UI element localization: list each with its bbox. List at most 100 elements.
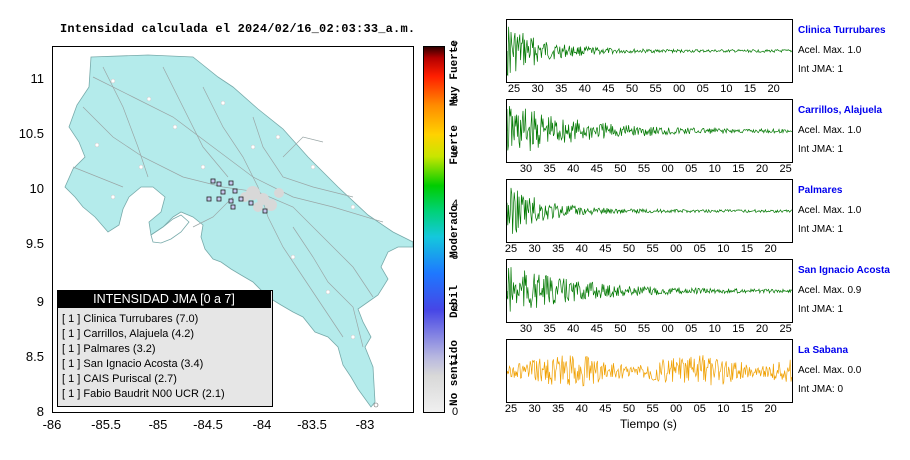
time-tick-label: 20	[767, 83, 780, 95]
time-tick-label: 30	[528, 403, 541, 415]
time-tick-label: 40	[575, 243, 588, 255]
time-axis-label: Tiempo (s)	[620, 417, 677, 431]
time-tick-label: 55	[649, 83, 662, 95]
station-jma-intensity: Int JMA: 1	[798, 224, 844, 235]
waveform-panel[interactable]	[506, 179, 793, 243]
time-tick-label: 05	[696, 83, 709, 95]
waveform-svg	[507, 187, 792, 234]
station-name-link[interactable]: Clinica Turrubares	[798, 25, 886, 36]
waveform-svg	[507, 26, 792, 77]
legend-row: [ 1 ] San Ignacio Acosta (3.4)	[62, 358, 204, 370]
seismogram-trace	[507, 187, 792, 234]
time-tick-label: 10	[717, 243, 730, 255]
time-tick-label: 50	[614, 323, 627, 335]
waveform-svg	[507, 105, 792, 152]
time-tick-label: 00	[661, 163, 674, 175]
legend-title: INTENSIDAD JMA [0 a 7]	[57, 290, 271, 308]
time-tick-label: 25	[779, 323, 792, 335]
seismogram-trace	[507, 105, 792, 152]
time-tick-label: 50	[622, 243, 636, 255]
time-tick-label: 00	[670, 403, 683, 415]
seismogram-trace	[507, 267, 792, 312]
scale-word-fuerte: Fuerte	[449, 125, 461, 165]
station-name-link[interactable]: San Ignacio Acosta	[798, 265, 890, 276]
x-tick-label: -85.5	[91, 417, 121, 432]
time-tick-label: 35	[543, 323, 556, 335]
station-jma-intensity: Int JMA: 1	[798, 64, 844, 75]
city-dots	[94, 78, 356, 340]
scale-number: 2	[452, 302, 459, 314]
time-tick-label: 45	[590, 323, 603, 335]
time-tick-label: 55	[637, 323, 651, 335]
time-tick-label: 50	[625, 83, 639, 95]
time-tick-label: 20	[764, 403, 777, 415]
waveform-panel[interactable]	[506, 259, 793, 323]
road-network	[72, 66, 384, 348]
station-max-accel: Acel. Max. 0.0	[798, 365, 862, 376]
scale-number: 0	[452, 406, 459, 418]
station-name-link[interactable]: Palmares	[798, 185, 843, 196]
scale-word-muy-fuerte: Muy Fuerte	[449, 40, 461, 107]
x-tick-label: -86	[42, 417, 62, 432]
time-tick-label: 05	[693, 403, 706, 415]
map-svg	[64, 54, 413, 408]
time-tick-label: 45	[590, 163, 603, 175]
x-tick-label: -83	[355, 417, 375, 432]
waveform-panel[interactable]	[506, 99, 793, 163]
station-jma-intensity: Int JMA: 0	[798, 384, 844, 395]
time-tick-label: 45	[599, 403, 612, 415]
waveform-svg	[507, 355, 792, 387]
time-tick-label: 30	[519, 323, 533, 335]
time-tick-label: 00	[661, 323, 674, 335]
x-tick-label: -84.5	[193, 417, 223, 432]
time-tick-row: 30 35 40 45 50 55 00 05 10 15 20 25	[506, 163, 796, 175]
time-tick-label: 10	[708, 163, 721, 175]
legend-row: [ 1 ] Clinica Turrubares (7.0)	[62, 313, 199, 325]
time-tick-label: 40	[567, 163, 580, 175]
time-tick-row: 25 30 35 40 45 50 55 00 05 10 15 20	[504, 243, 796, 255]
station-jma-intensity: Int JMA: 1	[798, 144, 844, 155]
time-tick-label: 45	[599, 243, 612, 255]
time-tick-label: 25	[504, 403, 518, 415]
y-tick-label: 8	[36, 404, 44, 419]
station-name-link[interactable]: Carrillos, Alajuela	[798, 105, 883, 116]
time-tick-label: 55	[646, 403, 659, 415]
time-tick-label: 40	[578, 83, 591, 95]
waveform-panel[interactable]	[506, 19, 793, 83]
scale-number: 5	[452, 146, 459, 158]
nicoya-gulf	[150, 214, 190, 244]
seismogram-trace	[507, 26, 792, 77]
y-tick-label: 11	[30, 71, 45, 86]
scale-number: 3	[452, 250, 459, 262]
station-markers[interactable]	[206, 178, 268, 214]
time-tick-label: 05	[685, 323, 698, 335]
time-tick-label: 25	[507, 83, 521, 95]
x-tick-label: -85	[148, 417, 168, 432]
time-tick-label: 00	[670, 243, 683, 255]
time-tick-label: 10	[708, 323, 721, 335]
station-max-accel: Acel. Max. 1.0	[798, 205, 862, 216]
station-max-accel: Acel. Max. 1.0	[798, 125, 862, 136]
seismogram-trace	[507, 355, 792, 387]
time-tick-label: 25	[779, 163, 792, 175]
time-tick-label: 35	[552, 403, 565, 415]
time-tick-label: 50	[614, 163, 627, 175]
time-tick-label: 15	[732, 323, 745, 335]
station-name-link[interactable]: La Sabana	[798, 345, 849, 356]
time-tick-row: 30 35 40 45 50 55 00 05 10 15 20 25	[506, 323, 796, 335]
time-tick-label: 25	[504, 243, 518, 255]
y-tick-label: 10	[29, 181, 44, 196]
time-tick-label: 30	[519, 163, 533, 175]
waveform-panel[interactable]	[506, 339, 793, 403]
time-tick-label: 50	[622, 403, 636, 415]
scale-number: 1	[452, 354, 459, 366]
scale-word-debil: Debil	[449, 285, 461, 319]
time-tick-label: 55	[646, 243, 659, 255]
city-dot-south	[373, 402, 379, 408]
time-tick-label: 15	[740, 403, 754, 415]
y-tick-label: 8.5	[25, 349, 44, 364]
time-tick-label: 35	[543, 163, 556, 175]
x-tick-label: -83.5	[297, 417, 327, 432]
time-tick-label: 40	[567, 323, 580, 335]
time-tick-label: 05	[693, 243, 706, 255]
